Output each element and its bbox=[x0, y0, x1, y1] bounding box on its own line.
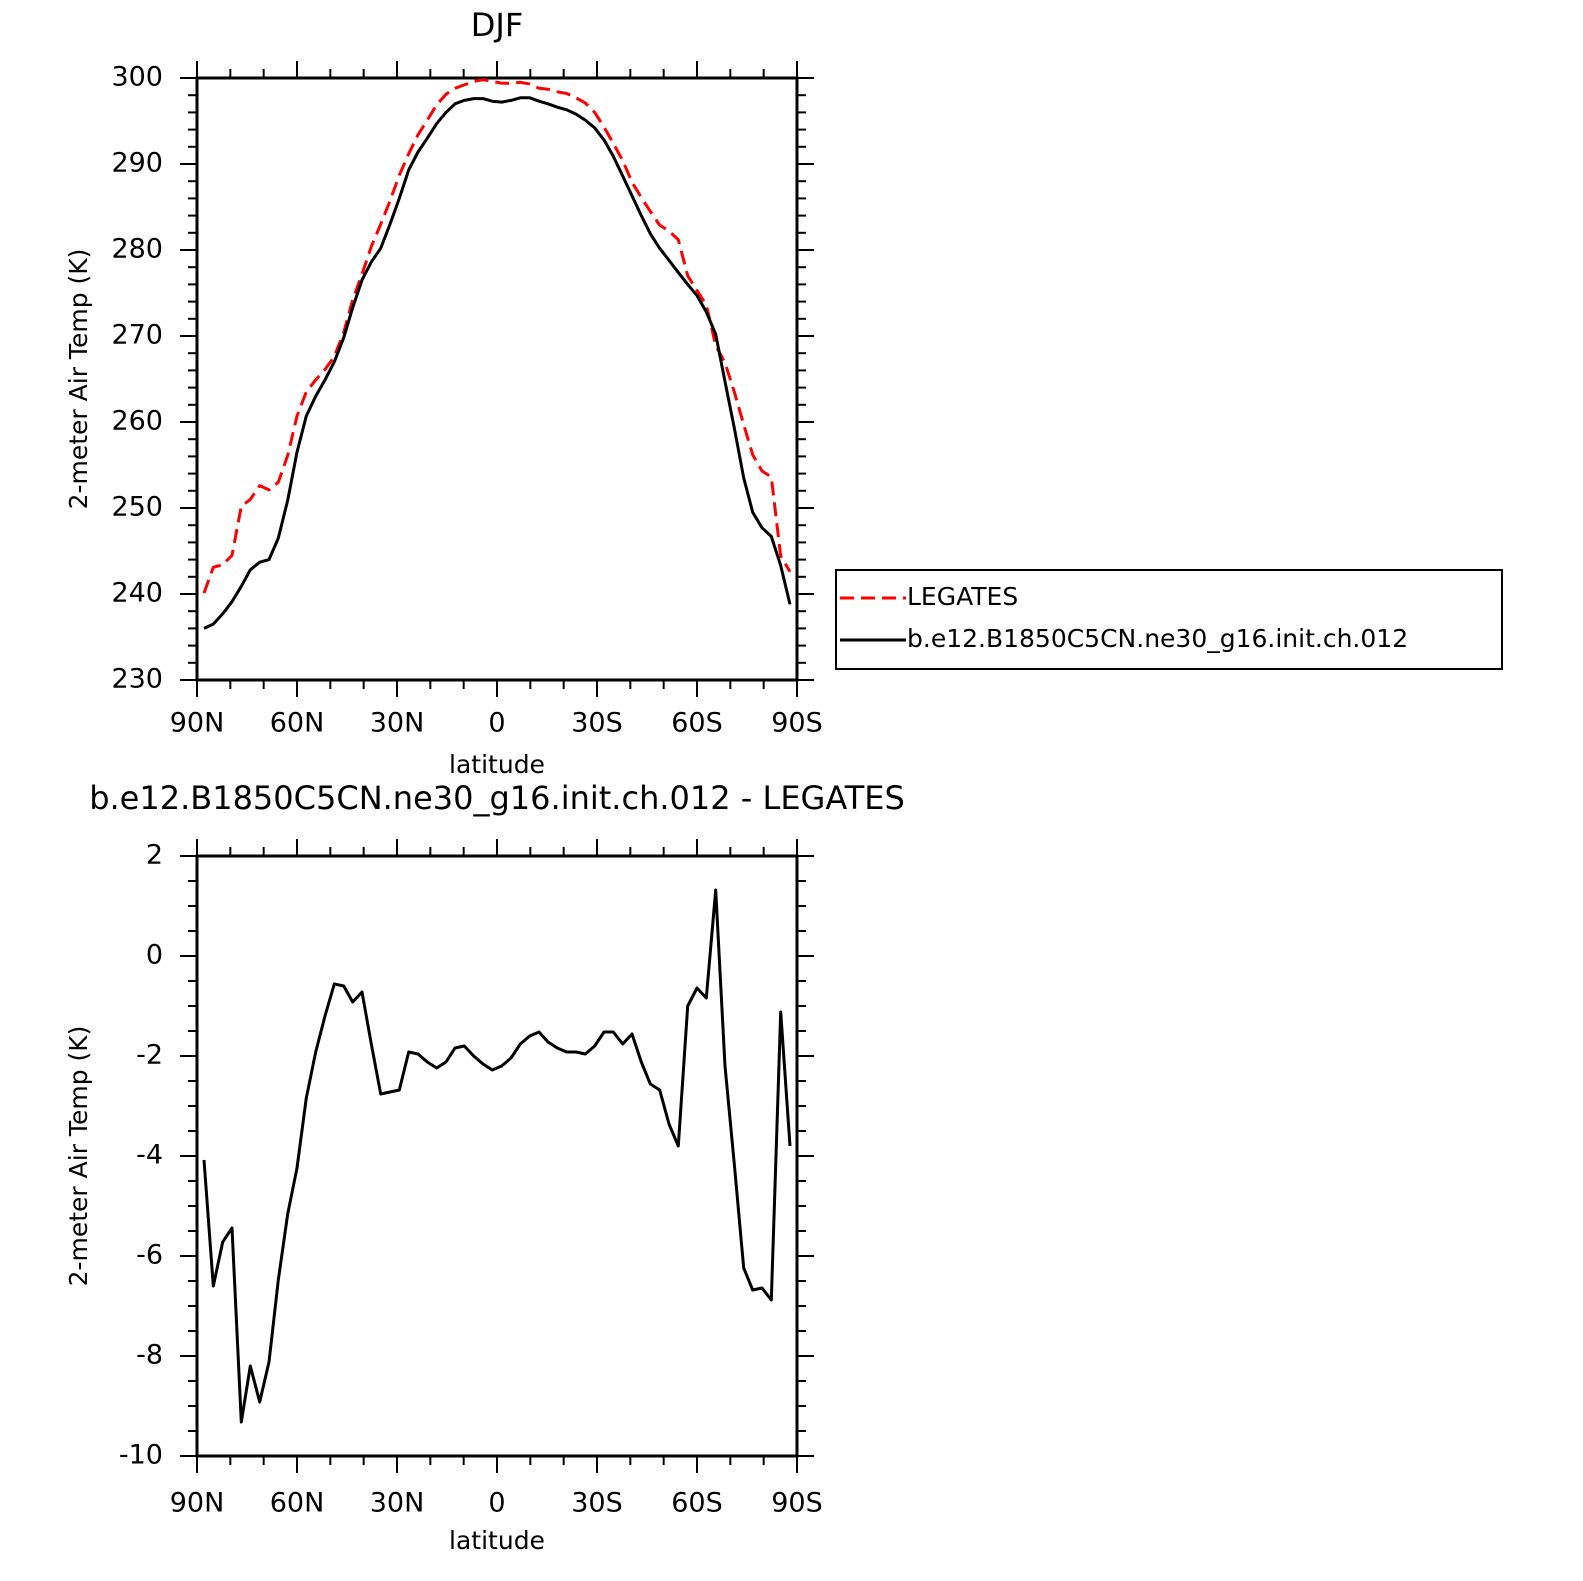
x-tick-label: 90N bbox=[170, 1488, 225, 1519]
chart-title: b.e12.B1850C5CN.ne30_g16.init.ch.012 - L… bbox=[89, 779, 905, 817]
plot-frame bbox=[195, 854, 799, 1458]
y-tick-label: -2 bbox=[136, 1040, 163, 1071]
x-tick-label: 60S bbox=[671, 708, 723, 739]
y-tick-label: -10 bbox=[119, 1440, 163, 1471]
x-tick-label: 30S bbox=[571, 708, 623, 739]
x-tick-label: 30N bbox=[370, 708, 425, 739]
y-tick-label: 280 bbox=[111, 234, 163, 265]
data-line bbox=[203, 96, 792, 630]
y-tick-label: -8 bbox=[136, 1340, 163, 1371]
x-tick-label: 90N bbox=[170, 708, 225, 739]
y-tick-label: 290 bbox=[111, 148, 163, 179]
x-tick-label: 60N bbox=[270, 1488, 325, 1519]
y-axis-label: 2-meter Air Temp (K) bbox=[64, 249, 93, 510]
data-line bbox=[202, 78, 792, 594]
legend-box bbox=[835, 569, 1503, 670]
legend-label: LEGATES bbox=[907, 582, 1018, 611]
x-axis-label: latitude bbox=[449, 1526, 545, 1555]
plot-frame bbox=[195, 76, 799, 682]
y-tick-label: -6 bbox=[136, 1240, 163, 1271]
y-tick-label: 0 bbox=[146, 940, 163, 971]
data-line bbox=[202, 888, 792, 1424]
x-tick-label: 30N bbox=[370, 1488, 425, 1519]
y-tick-label: -4 bbox=[136, 1140, 163, 1171]
legend-label: b.e12.B1850C5CN.ne30_g16.init.ch.012 bbox=[907, 624, 1408, 653]
y-tick-label: 260 bbox=[111, 406, 163, 437]
x-tick-label: 0 bbox=[488, 708, 505, 739]
y-tick-label: 2 bbox=[146, 840, 163, 871]
chart-title: DJF bbox=[471, 6, 523, 44]
x-tick-label: 0 bbox=[488, 1488, 505, 1519]
x-tick-label: 30S bbox=[571, 1488, 623, 1519]
x-axis-label: latitude bbox=[449, 750, 545, 779]
y-tick-label: 250 bbox=[111, 492, 163, 523]
x-tick-label: 90S bbox=[771, 708, 823, 739]
y-tick-label: 270 bbox=[111, 320, 163, 351]
y-tick-label: 300 bbox=[111, 62, 163, 93]
y-tick-label: 230 bbox=[111, 664, 163, 695]
x-tick-label: 60S bbox=[671, 1488, 723, 1519]
y-tick-label: 240 bbox=[111, 578, 163, 609]
x-tick-label: 60N bbox=[270, 708, 325, 739]
y-axis-label: 2-meter Air Temp (K) bbox=[64, 1026, 93, 1287]
x-tick-label: 90S bbox=[771, 1488, 823, 1519]
